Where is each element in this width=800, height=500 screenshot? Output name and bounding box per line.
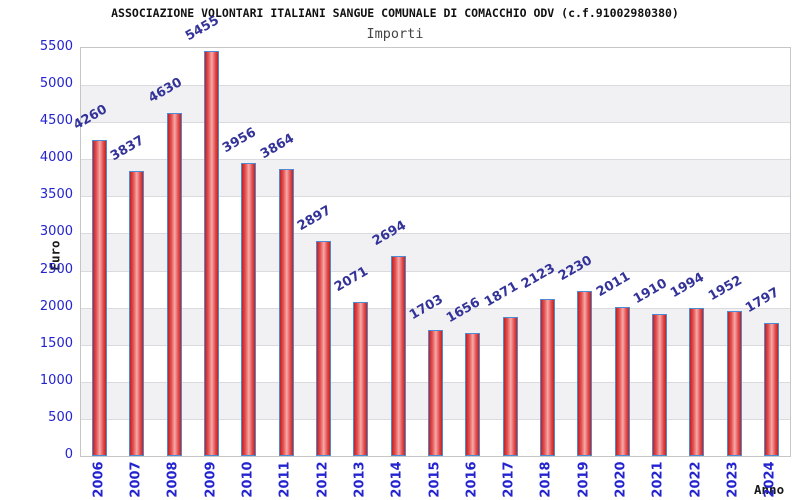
x-tick-label: 2012 bbox=[315, 461, 331, 498]
gridline bbox=[81, 307, 790, 309]
grid-band bbox=[81, 233, 790, 271]
x-tick-label: 2019 bbox=[576, 461, 592, 498]
gridline bbox=[81, 196, 790, 198]
y-tick-label: 3000 bbox=[39, 224, 73, 240]
bar-2009 bbox=[204, 51, 220, 456]
grid-band bbox=[81, 196, 790, 233]
gridline bbox=[81, 85, 790, 87]
x-tick-label: 2010 bbox=[240, 461, 256, 498]
bar-2011 bbox=[278, 169, 294, 456]
bar-2012 bbox=[316, 241, 332, 456]
gridline bbox=[81, 159, 790, 161]
bar-2014 bbox=[390, 256, 406, 456]
x-tick-label: 2016 bbox=[464, 461, 480, 498]
x-tick-label: 2008 bbox=[165, 461, 181, 498]
bar-2019 bbox=[577, 290, 593, 456]
bar-2024 bbox=[763, 322, 779, 456]
bar-2007 bbox=[129, 171, 145, 456]
y-tick-label: 5000 bbox=[39, 76, 73, 92]
y-tick-label: 1500 bbox=[39, 335, 73, 351]
grid-band bbox=[81, 159, 790, 197]
x-tick-label: 2007 bbox=[128, 461, 144, 498]
bar-2016 bbox=[465, 333, 481, 456]
chart-subtitle: Importi bbox=[366, 26, 424, 42]
bar-2018 bbox=[539, 298, 555, 456]
x-tick-label: 2022 bbox=[688, 461, 704, 498]
bar-2020 bbox=[614, 306, 630, 456]
y-tick-label: 500 bbox=[48, 409, 73, 425]
x-tick-label: 2020 bbox=[613, 461, 629, 498]
bar-2023 bbox=[726, 311, 742, 456]
bar-2022 bbox=[689, 308, 705, 456]
y-tick-label: 1000 bbox=[39, 372, 73, 388]
x-axis-title: Anno bbox=[754, 482, 785, 497]
x-tick-label: 2006 bbox=[91, 461, 107, 498]
x-tick-label: 2017 bbox=[501, 461, 517, 498]
grid-band bbox=[81, 122, 790, 159]
bar-2010 bbox=[241, 162, 257, 456]
x-tick-label: 2021 bbox=[650, 461, 666, 498]
bar-2006 bbox=[92, 140, 108, 456]
y-tick-label: 0 bbox=[64, 447, 73, 462]
grid-band bbox=[81, 48, 790, 85]
x-tick-label: 2024 bbox=[762, 461, 778, 498]
bar-2013 bbox=[353, 302, 369, 456]
y-tick-label: 2500 bbox=[39, 261, 73, 277]
gridline bbox=[81, 122, 790, 124]
y-tick-label: 3500 bbox=[39, 187, 73, 203]
x-tick-label: 2013 bbox=[352, 461, 368, 498]
x-tick-label: 2018 bbox=[538, 461, 554, 498]
x-tick-label: 2014 bbox=[389, 461, 405, 498]
chart-title: ASSOCIAZIONE VOLONTARI ITALIANI SANGUE C… bbox=[111, 6, 679, 20]
bar-2021 bbox=[651, 314, 667, 456]
y-tick-label: 4500 bbox=[39, 113, 73, 129]
bar-2008 bbox=[166, 112, 182, 456]
bar-2015 bbox=[428, 329, 443, 456]
bar-2017 bbox=[502, 317, 518, 456]
y-tick-label: 5500 bbox=[39, 39, 73, 54]
gridline bbox=[81, 233, 790, 235]
y-tick-label: 4000 bbox=[39, 150, 73, 166]
x-tick-label: 2023 bbox=[725, 461, 741, 498]
x-tick-label: 2009 bbox=[203, 461, 219, 498]
x-tick-label: 2015 bbox=[427, 461, 442, 498]
gridline bbox=[81, 270, 790, 272]
x-tick-label: 2011 bbox=[277, 461, 293, 498]
grid-band bbox=[81, 85, 790, 123]
plot-area bbox=[80, 47, 791, 457]
y-tick-label: 2000 bbox=[39, 298, 73, 314]
